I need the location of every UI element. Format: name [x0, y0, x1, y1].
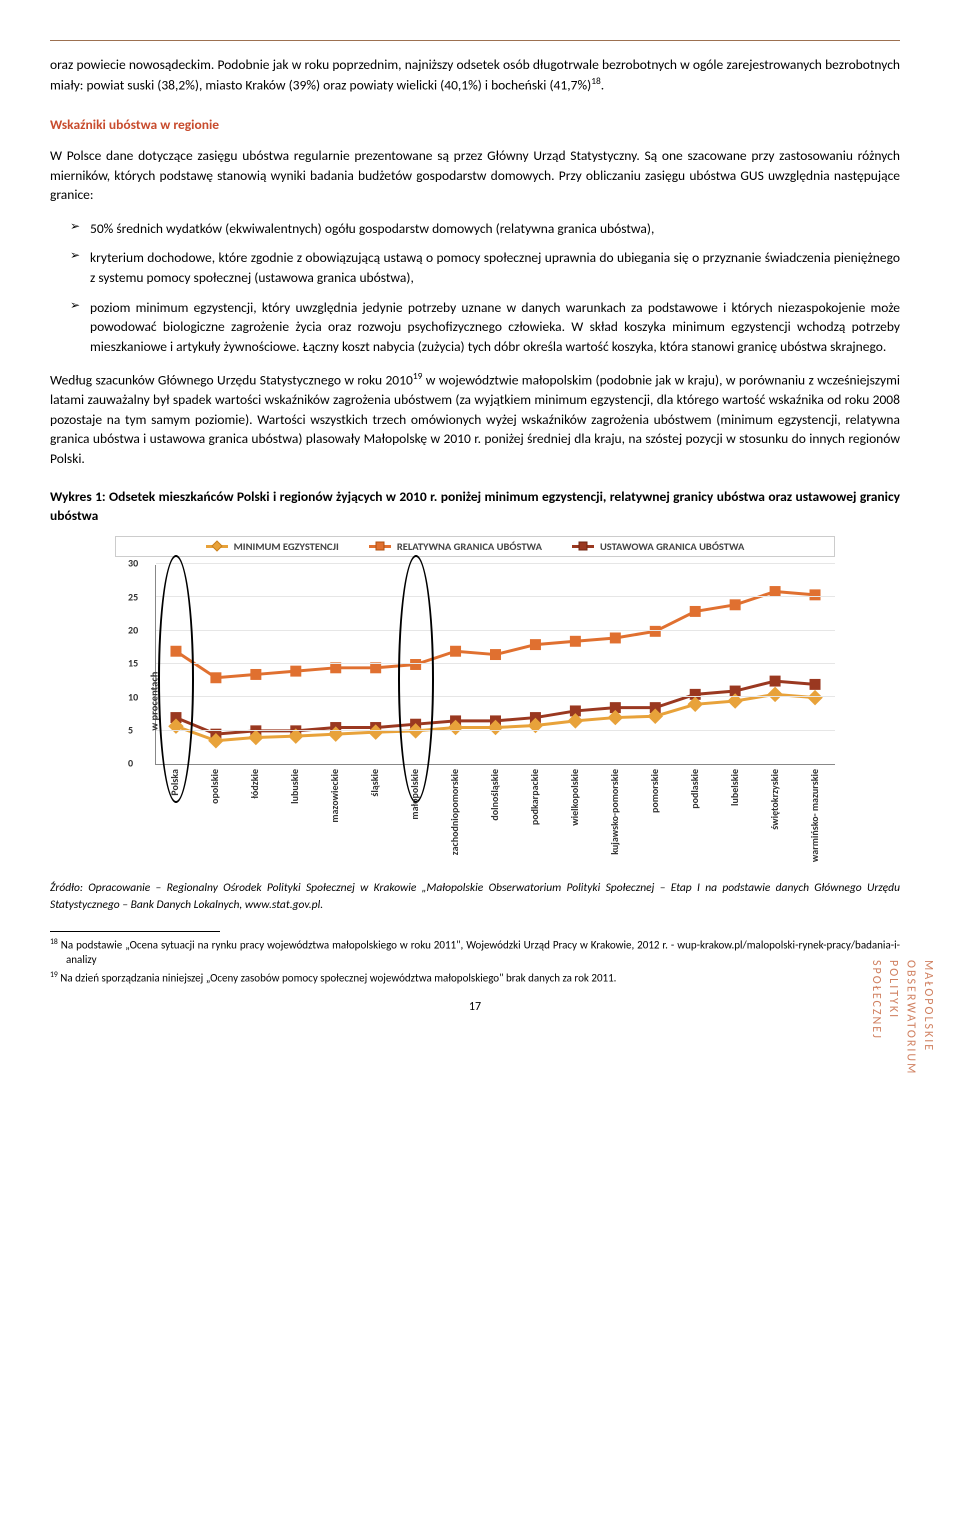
footnote-ref-18: 18 — [591, 75, 601, 87]
top-paragraph-text: oraz powiecie nowosądeckim. Podobnie jak… — [50, 56, 900, 93]
x-tick-label: Polska — [168, 769, 183, 796]
chart-container: MINIMUM EGZYSTENCJI RELATYWNA GRANICA UB… — [115, 536, 835, 870]
para-3a: Według szacunków Głównego Urzędu Statyst… — [50, 372, 413, 389]
x-tick-label: warmińsko- mazurskie — [808, 769, 823, 862]
page-number: 17 — [50, 999, 900, 1016]
x-tick-label: śląskie — [368, 769, 383, 797]
y-tick-label: 0 — [128, 757, 133, 772]
legend-swatch-minimum — [206, 545, 228, 548]
gridline — [156, 730, 835, 731]
para-2: W Polsce dane dotyczące zasięgu ubóstwa … — [50, 146, 900, 205]
legend-item-ustawowa: USTAWOWA GRANICA UBÓSTWA — [572, 539, 744, 554]
gridline — [156, 663, 835, 664]
chart-source: Źródło: Opracowanie – Regionalny Ośrodek… — [50, 880, 900, 913]
legend-swatch-relatywna — [369, 545, 391, 548]
gridline — [156, 596, 835, 597]
x-tick-label: podlaskie — [688, 769, 703, 809]
x-tick-label: wielkopolskie — [568, 769, 583, 826]
chart-svg — [156, 565, 835, 764]
y-tick-label: 25 — [128, 590, 138, 605]
legend-item-relatywna: RELATYWNA GRANICA UBÓSTWA — [369, 539, 542, 554]
y-tick-label: 30 — [128, 557, 138, 572]
section-heading: Wskaźniki ubóstwa w regionie — [50, 115, 900, 135]
footnote-19: 19 Na dzień sporządzania niniejszej „Oce… — [50, 971, 900, 986]
x-tick-label: opolskie — [208, 769, 223, 804]
x-tick-label: małopolskie — [408, 769, 423, 820]
gridline — [156, 696, 835, 697]
y-tick-label: 20 — [128, 623, 138, 638]
side-vertical-label: MAŁOPOLSKIE OBSERWATORIUM POLITYKI SPOŁE… — [866, 960, 936, 1075]
footnote-ref-19: 19 — [413, 370, 423, 382]
footnote-18: 18 Na podstawie „Ocena sytuacji na rynku… — [50, 938, 900, 967]
x-tick-label: łódzkie — [248, 769, 263, 799]
legend-label: USTAWOWA GRANICA UBÓSTWA — [600, 539, 744, 554]
y-tick-label: 15 — [128, 657, 138, 672]
legend-swatch-ustawowa — [572, 545, 594, 548]
x-tick-label: zachodniopomorskie — [448, 769, 463, 855]
x-tick-label: lubuskie — [288, 769, 303, 804]
chart-plot-area: w procentach 051015202530 — [155, 565, 835, 765]
footnote-num: 18 — [50, 938, 58, 947]
bullet-item: poziom minimum egzystencji, który uwzglę… — [70, 298, 900, 357]
gridline — [156, 563, 835, 564]
y-tick-label: 5 — [128, 723, 133, 738]
x-tick-label: podkarpackie — [528, 769, 543, 825]
bullet-list: 50% średnich wydatków (ekwiwalentnych) o… — [50, 219, 900, 356]
x-axis-labels: Polska opolskie łódzkie lubuskie mazowieckie… — [155, 765, 835, 870]
x-tick-label: lubelskie — [728, 769, 743, 806]
footnote-text: Na podstawie „Ocena sytuacji na rynku pr… — [61, 939, 900, 966]
x-tick-label: mazowieckie — [328, 769, 343, 823]
top-rule — [50, 40, 900, 41]
legend-label: MINIMUM EGZYSTENCJI — [234, 539, 339, 554]
footnote-num: 19 — [50, 971, 58, 980]
gridline — [156, 630, 835, 631]
legend-label: RELATYWNA GRANICA UBÓSTWA — [397, 539, 542, 554]
footnote-separator — [50, 931, 220, 932]
bullet-item: 50% średnich wydatków (ekwiwalentnych) o… — [70, 219, 900, 239]
top-paragraph: oraz powiecie nowosądeckim. Podobnie jak… — [50, 55, 900, 95]
footnote-text: Na dzień sporządzania niniejszej „Oceny … — [60, 971, 616, 984]
x-tick-label: dolnośląskie — [488, 769, 503, 821]
y-tick-label: 10 — [128, 690, 138, 705]
bullet-item: kryterium dochodowe, które zgodnie z obo… — [70, 248, 900, 287]
legend-item-minimum: MINIMUM EGZYSTENCJI — [206, 539, 339, 554]
chart-legend: MINIMUM EGZYSTENCJI RELATYWNA GRANICA UB… — [115, 536, 835, 557]
x-tick-label: kujawsko-pomorskie — [608, 769, 623, 855]
figure-title: Wykres 1: Odsetek mieszkańców Polski i r… — [50, 487, 900, 526]
x-tick-label: pomorskie — [648, 769, 663, 813]
x-tick-label: świętokrzyskie — [768, 769, 783, 830]
para-3: Według szacunków Głównego Urzędu Statyst… — [50, 370, 900, 468]
